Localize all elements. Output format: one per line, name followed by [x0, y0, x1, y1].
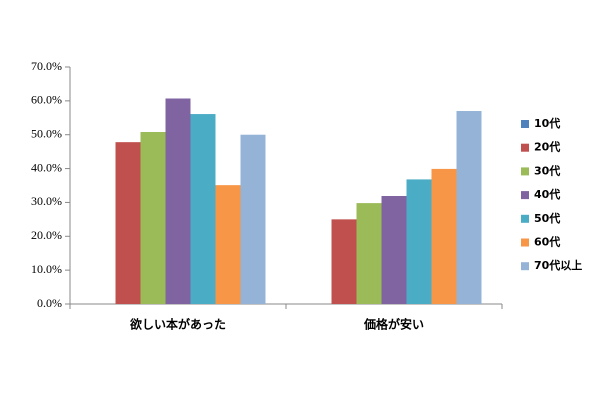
legend-label: 30代: [534, 163, 560, 177]
legend-label: 50代: [534, 211, 560, 225]
legend-swatch: [521, 191, 529, 200]
y-tick-label: 50.0%: [31, 126, 62, 140]
bar: [115, 142, 141, 304]
y-tick-label: 70.0%: [31, 59, 62, 73]
legend-swatch: [521, 262, 529, 271]
legend-label: 40代: [534, 187, 560, 201]
bar: [331, 219, 357, 304]
y-tick-label: 60.0%: [31, 93, 62, 107]
legend-label: 60代: [534, 235, 560, 249]
bar: [381, 195, 407, 304]
legend-swatch: [521, 214, 529, 223]
bar: [190, 114, 216, 304]
bar: [356, 203, 382, 304]
bar: [140, 132, 166, 304]
y-tick-label: 40.0%: [31, 160, 62, 174]
bar: [165, 98, 191, 304]
legend-label: 20代: [534, 140, 560, 154]
legend-swatch: [521, 143, 529, 152]
legend-swatch: [521, 238, 529, 247]
y-tick-label: 30.0%: [31, 194, 62, 208]
legend-swatch: [521, 167, 529, 176]
y-tick-label: 0.0%: [37, 296, 62, 310]
x-tick-label: 価格が安い: [363, 317, 424, 332]
bar: [240, 134, 266, 304]
legend-label: 10代: [534, 116, 560, 130]
x-tick-label: 欲しい本があった: [129, 317, 226, 332]
y-tick-label: 10.0%: [31, 262, 62, 276]
bar: [215, 185, 241, 304]
bar: [431, 168, 457, 304]
y-tick-label: 20.0%: [31, 228, 62, 242]
legend-swatch: [521, 120, 529, 128]
bar: [406, 179, 432, 304]
bar: [456, 111, 482, 304]
legend-label: 70代以上: [534, 258, 582, 272]
